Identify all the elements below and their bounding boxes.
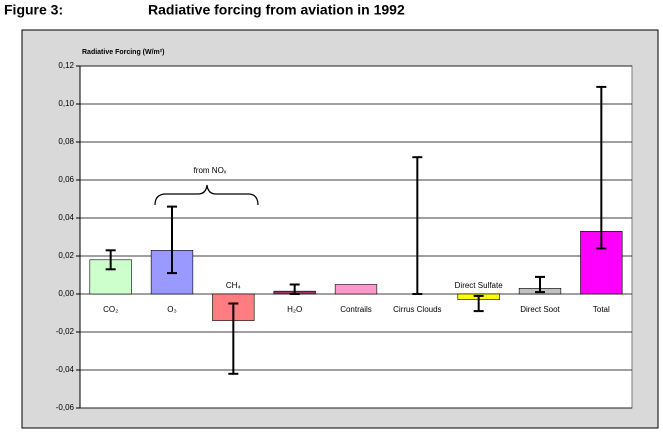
y-tick-label: 0,02 bbox=[58, 251, 74, 260]
brace bbox=[154, 184, 259, 206]
figure-label: Figure 3: bbox=[4, 2, 63, 18]
bar bbox=[334, 284, 378, 295]
x-tick-label: H₂O bbox=[287, 305, 303, 314]
plot-area bbox=[79, 65, 633, 409]
x-tick-label: Direct Soot bbox=[520, 305, 560, 314]
y-axis-title: Radiative Forcing (W/m²) bbox=[82, 49, 164, 56]
y-tick-label: -0,06 bbox=[56, 403, 75, 412]
x-tick-label: Total bbox=[592, 305, 610, 314]
y-tick-label: 0,00 bbox=[58, 289, 74, 298]
y-tick-label: 0,06 bbox=[58, 175, 74, 184]
x-tick-label: CO₂ bbox=[103, 305, 119, 314]
y-tick-label: 0,10 bbox=[58, 99, 74, 108]
x-tick-label: Direct Sulfate bbox=[454, 281, 503, 290]
y-tick-label: 0,08 bbox=[58, 137, 74, 146]
annotation: from NOₓ bbox=[194, 166, 227, 175]
figure-title: Radiative forcing from aviation in 1992 bbox=[148, 2, 405, 18]
y-tick-label: 0,12 bbox=[58, 61, 74, 70]
y-tick-label: -0,04 bbox=[56, 365, 75, 374]
x-tick-label: Contrails bbox=[340, 305, 372, 314]
x-tick-label: O₃ bbox=[167, 305, 177, 314]
x-tick-label: CH₄ bbox=[225, 281, 241, 290]
y-tick-label: 0,04 bbox=[58, 213, 74, 222]
x-tick-label: Cirrus Clouds bbox=[393, 305, 442, 314]
y-tick-label: -0,02 bbox=[56, 327, 75, 336]
